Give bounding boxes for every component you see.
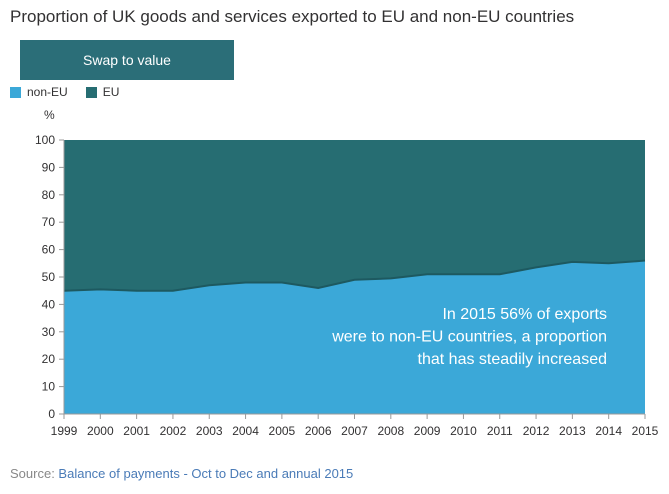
y-tick-label-20: 20 [42,352,56,366]
x-tick-label-2006: 2006 [305,424,332,438]
annotation-line-2: were to non-EU countries, a proportion [331,329,607,346]
x-tick-label-2008: 2008 [377,424,404,438]
chart-title: Proportion of UK goods and services expo… [10,7,575,26]
y-axis-unit-label: % [44,108,55,122]
legend: non-EU EU [10,85,137,99]
y-tick-label-80: 80 [42,188,56,202]
y-tick-label-30: 30 [42,325,56,339]
y-tick-label-10: 10 [42,380,56,394]
series-area-non-eu [64,260,645,414]
source-link[interactable]: Balance of payments - Oct to Dec and ann… [58,466,354,481]
x-tick-label-2013: 2013 [559,424,586,438]
x-tick-label-2003: 2003 [196,424,223,438]
series-line-non-eu [63,259,646,292]
source-prefix: Source: [10,466,59,481]
y-tick-label-60: 60 [42,243,56,257]
legend-item-non-eu[interactable]: non-EU [10,85,68,99]
x-tick-label-2012: 2012 [523,424,550,438]
y-tick-label-50: 50 [42,270,56,284]
x-tick-label-2011: 2011 [487,424,513,438]
legend-swatch-eu [85,86,97,98]
y-tick-label-70: 70 [42,215,56,229]
x-tick-label-2014: 2014 [595,424,622,438]
x-tick-label-2005: 2005 [269,424,296,438]
x-tick-label-2009: 2009 [414,424,441,438]
x-tick-label-2001: 2001 [123,424,150,438]
x-tick-label-1999: 1999 [51,424,78,438]
x-tick-label-2015: 2015 [632,424,659,438]
annotation-line-3: that has steadily increased [418,351,607,368]
y-tick-label-90: 90 [42,160,56,174]
x-tick-label-2007: 2007 [341,424,368,438]
x-tick-label-2002: 2002 [160,424,187,438]
y-tick-label-100: 100 [35,133,55,147]
source-line: Source: Balance of payments - Oct to Dec… [10,466,353,481]
x-tick-label-2000: 2000 [87,424,114,438]
legend-label-eu: EU [102,85,120,99]
legend-swatch-non-eu [10,86,21,98]
y-tick-label-0: 0 [48,407,55,421]
swap-to-value-button[interactable]: Swap to value [20,40,234,80]
legend-label-non-eu: non-EU [27,85,68,99]
legend-item-eu[interactable]: EU [85,85,120,99]
x-tick-label-2004: 2004 [232,424,259,438]
annotation-line-1: In 2015 56% of exports [442,306,607,323]
x-tick-label-2010: 2010 [450,424,477,438]
y-tick-label-40: 40 [42,297,56,311]
